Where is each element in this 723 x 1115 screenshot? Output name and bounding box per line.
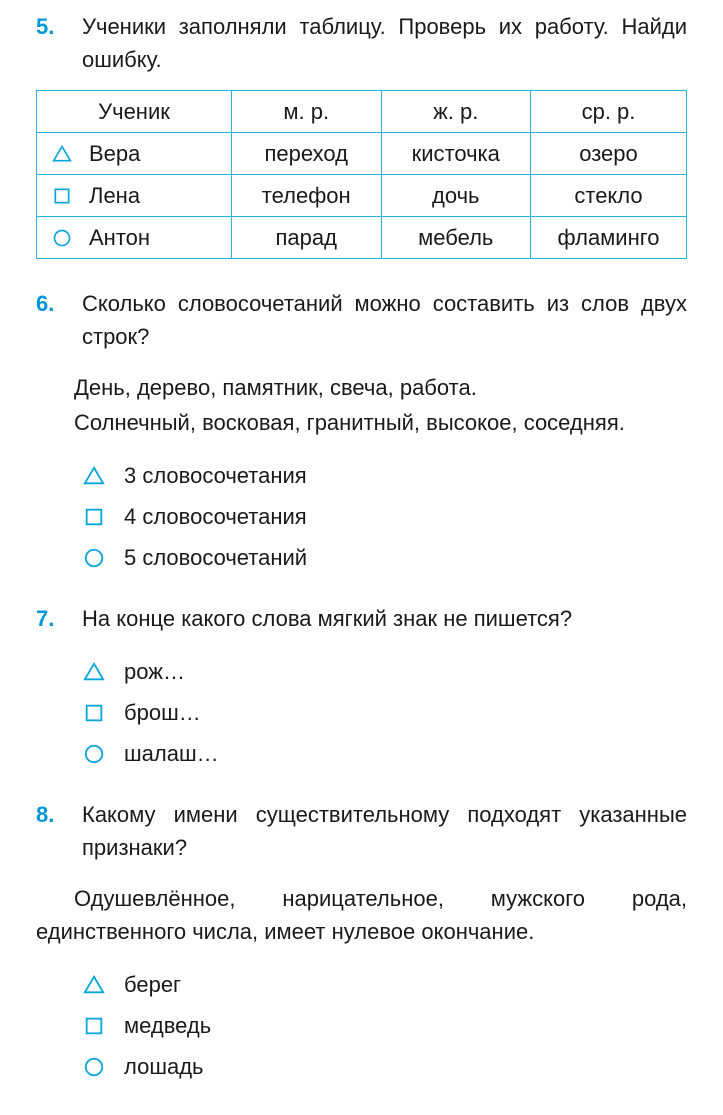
question-6-text: Сколько словосочетаний можно составить и… <box>82 287 687 353</box>
question-6-line1: День, дерево, памятник, свеча, работа. <box>36 371 687 404</box>
answer-text: 5 словосочетаний <box>124 541 687 574</box>
circle-icon <box>82 1055 106 1079</box>
question-5-table: Ученик м. р. ж. р. ср. р. Вера переход к… <box>36 90 687 259</box>
question-6: 6. Сколько словосочетаний можно составит… <box>36 287 687 578</box>
question-8: 8. Какому имени существительному подходя… <box>36 798 687 1087</box>
table-row: Антон парад мебель фламинго <box>37 217 687 259</box>
question-5-text: Ученики заполняли таблицу. Проверь их ра… <box>82 10 687 76</box>
table-cell: кисточка <box>381 133 531 175</box>
square-icon <box>82 505 106 529</box>
triangle-icon <box>51 143 73 165</box>
table-header: ср. р. <box>531 91 687 133</box>
answer-text: шалаш… <box>124 737 687 770</box>
question-8-text: Какому имени существительному подходят у… <box>82 798 687 864</box>
question-6-number: 6. <box>36 287 82 353</box>
answer-option[interactable]: 4 словосочетания <box>82 496 687 537</box>
table-row: Вера переход кисточка озеро <box>37 133 687 175</box>
table-cell: парад <box>232 217 382 259</box>
question-7-answers: рож… брош… шалаш… <box>36 651 687 774</box>
triangle-icon <box>82 973 106 997</box>
table-header: м. р. <box>232 91 382 133</box>
answer-option[interactable]: 3 словосочетания <box>82 455 687 496</box>
answer-option[interactable]: берег <box>82 964 687 1005</box>
answer-text: рож… <box>124 655 687 688</box>
answer-option[interactable]: 5 словосочетаний <box>82 537 687 578</box>
question-8-number: 8. <box>36 798 82 864</box>
answer-option[interactable]: лошадь <box>82 1046 687 1087</box>
circle-icon <box>51 227 73 249</box>
circle-icon <box>82 742 106 766</box>
triangle-icon <box>82 660 106 684</box>
circle-icon <box>82 546 106 570</box>
answer-option[interactable]: шалаш… <box>82 733 687 774</box>
answer-option[interactable]: медведь <box>82 1005 687 1046</box>
square-icon <box>82 1014 106 1038</box>
page: 5. Ученики заполняли таблицу. Проверь их… <box>0 0 723 1115</box>
answer-text: медведь <box>124 1009 687 1042</box>
table-cell: фламинго <box>531 217 687 259</box>
student-name: Вера <box>89 137 140 170</box>
table-cell: телефон <box>232 175 382 217</box>
answer-text: берег <box>124 968 687 1001</box>
question-5: 5. Ученики заполняли таблицу. Проверь их… <box>36 10 687 259</box>
answer-option[interactable]: брош… <box>82 692 687 733</box>
answer-text: 4 словосочетания <box>124 500 687 533</box>
question-8-desc: Одушевлённое, нарицательное, мужского ро… <box>36 882 687 948</box>
triangle-icon <box>82 464 106 488</box>
question-7: 7. На конце какого слова мягкий знак не … <box>36 602 687 774</box>
answer-text: лошадь <box>124 1050 687 1083</box>
student-name: Лена <box>89 179 140 212</box>
table-header: Ученик <box>37 91 232 133</box>
question-6-answers: 3 словосочетания 4 словосочетания 5 слов… <box>36 455 687 578</box>
square-icon <box>51 185 73 207</box>
question-7-text: На конце какого слова мягкий знак не пиш… <box>82 602 687 635</box>
question-5-number: 5. <box>36 10 82 76</box>
table-cell: дочь <box>381 175 531 217</box>
student-name: Антон <box>89 221 150 254</box>
answer-option[interactable]: рож… <box>82 651 687 692</box>
table-row: Лена телефон дочь стекло <box>37 175 687 217</box>
table-cell: стекло <box>531 175 687 217</box>
question-7-number: 7. <box>36 602 82 635</box>
table-cell: озеро <box>531 133 687 175</box>
table-header: ж. р. <box>381 91 531 133</box>
answer-text: 3 словосочетания <box>124 459 687 492</box>
answer-text: брош… <box>124 696 687 729</box>
question-6-line2: Солнечный, восковая, гранитный, высокое,… <box>74 410 625 435</box>
table-cell: переход <box>232 133 382 175</box>
square-icon <box>82 701 106 725</box>
question-8-answers: берег медведь лошадь <box>36 964 687 1087</box>
table-cell: мебель <box>381 217 531 259</box>
